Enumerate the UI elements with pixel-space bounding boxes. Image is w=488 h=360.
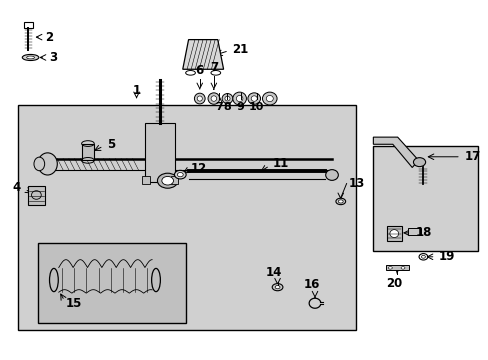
Ellipse shape — [197, 96, 202, 101]
Ellipse shape — [177, 172, 183, 177]
Text: 4: 4 — [13, 181, 21, 194]
Ellipse shape — [162, 176, 173, 185]
Text: 12: 12 — [191, 162, 207, 175]
Ellipse shape — [157, 173, 178, 188]
Ellipse shape — [236, 95, 243, 102]
Text: 16: 16 — [303, 278, 319, 292]
Ellipse shape — [232, 92, 246, 105]
Bar — [142, 176, 149, 184]
Bar — [19, 105, 356, 330]
Ellipse shape — [174, 170, 186, 179]
Text: 17: 17 — [463, 150, 480, 163]
Ellipse shape — [262, 92, 277, 105]
Bar — [144, 123, 175, 182]
Ellipse shape — [34, 157, 44, 171]
Ellipse shape — [207, 93, 219, 104]
Text: 9: 9 — [236, 102, 244, 112]
Ellipse shape — [210, 71, 220, 75]
Bar — [24, 22, 32, 28]
Bar — [170, 176, 178, 184]
Bar — [385, 265, 408, 270]
Ellipse shape — [272, 284, 283, 291]
Text: 6: 6 — [195, 64, 203, 77]
Text: 19: 19 — [438, 250, 454, 263]
Ellipse shape — [251, 96, 257, 101]
Ellipse shape — [224, 96, 229, 101]
Ellipse shape — [27, 56, 34, 59]
Bar — [372, 146, 477, 251]
Text: 10: 10 — [248, 102, 264, 112]
Polygon shape — [183, 40, 223, 69]
Ellipse shape — [325, 170, 338, 180]
Text: 2: 2 — [45, 31, 53, 44]
Bar — [28, 186, 44, 205]
Ellipse shape — [38, 153, 57, 175]
Ellipse shape — [338, 200, 343, 203]
Ellipse shape — [211, 96, 216, 101]
Text: 3: 3 — [49, 51, 57, 64]
Ellipse shape — [387, 267, 391, 269]
Bar — [81, 144, 94, 160]
Bar — [407, 228, 421, 235]
Ellipse shape — [222, 94, 232, 104]
Bar — [38, 243, 186, 323]
Text: 11: 11 — [272, 157, 288, 170]
Bar — [386, 226, 401, 241]
Text: 7: 7 — [209, 60, 218, 73]
Text: 21: 21 — [232, 43, 248, 56]
Text: 13: 13 — [348, 177, 364, 190]
Ellipse shape — [22, 54, 39, 60]
Text: 8: 8 — [223, 102, 231, 112]
Ellipse shape — [185, 71, 195, 75]
Polygon shape — [372, 137, 418, 167]
Text: 18: 18 — [415, 226, 431, 239]
Text: 1: 1 — [132, 84, 141, 97]
Ellipse shape — [194, 93, 204, 104]
Ellipse shape — [275, 285, 280, 289]
Ellipse shape — [335, 198, 345, 204]
Ellipse shape — [413, 158, 425, 167]
Ellipse shape — [247, 93, 260, 104]
Text: 14: 14 — [265, 266, 281, 279]
Ellipse shape — [266, 95, 273, 102]
Ellipse shape — [400, 267, 404, 269]
Text: 7: 7 — [215, 102, 223, 112]
Text: 20: 20 — [386, 277, 402, 290]
Text: 15: 15 — [66, 297, 82, 310]
Ellipse shape — [389, 230, 398, 238]
Text: 5: 5 — [107, 139, 115, 152]
